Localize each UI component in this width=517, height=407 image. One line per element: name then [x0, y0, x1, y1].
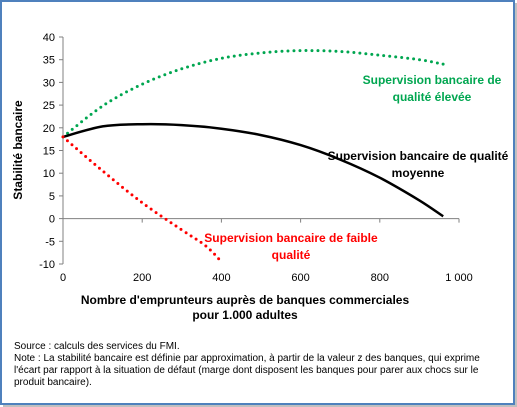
x-tick-label: 0 — [60, 272, 66, 284]
low-quality-label-line1: Supervision bancaire de faible — [204, 231, 378, 245]
y-tick-label: 30 — [43, 77, 55, 89]
y-tick-label: 15 — [43, 146, 55, 158]
x-tick-label: 200 — [133, 272, 151, 284]
y-tick-label: 40 — [43, 32, 55, 44]
medium-quality-label-line1: Supervision bancaire de qualité — [328, 149, 509, 163]
y-tick-label: 5 — [49, 191, 55, 203]
x-tick-label: 1 000 — [445, 272, 473, 284]
x-tick-label: 600 — [291, 272, 309, 284]
x-axis-title-line2: pour 1.000 adultes — [192, 308, 298, 322]
series-labels: Supervision bancaire de qualité élevée Sup… — [204, 73, 508, 262]
series-low-quality-line — [61, 135, 223, 264]
chart-notes: Source : calculs des services du FMI. No… — [14, 341, 504, 389]
source-note: Source : calculs des services du FMI. — [14, 341, 180, 352]
definition-note: Note : La stabilité bancaire est définie… — [14, 353, 480, 388]
medium-quality-label-line2: moyenne — [392, 166, 445, 180]
y-tick-label: 25 — [43, 100, 55, 112]
series-layer — [61, 49, 445, 264]
y-tick-label: 20 — [43, 123, 55, 135]
high-quality-label-line1: Supervision bancaire de — [363, 73, 502, 87]
y-tick-label: -5 — [45, 236, 55, 248]
y-tick-label: 0 — [49, 214, 55, 226]
series-medium-quality-line — [62, 122, 444, 218]
y-tick-label: -10 — [39, 259, 55, 271]
x-tick-label: 400 — [212, 272, 230, 284]
y-tick-label: 35 — [43, 55, 55, 67]
high-quality-label-line2: qualité élevée — [393, 90, 472, 104]
x-axis-title-line1: Nombre d'emprunteurs auprès de banques c… — [81, 293, 410, 307]
y-axis-title: Stabilité bancaire — [11, 100, 25, 200]
y-tick-label: 10 — [43, 168, 55, 180]
series-high-quality-line — [61, 49, 445, 139]
low-quality-label-line2: qualité — [272, 248, 311, 262]
x-tick-label: 800 — [371, 272, 389, 284]
